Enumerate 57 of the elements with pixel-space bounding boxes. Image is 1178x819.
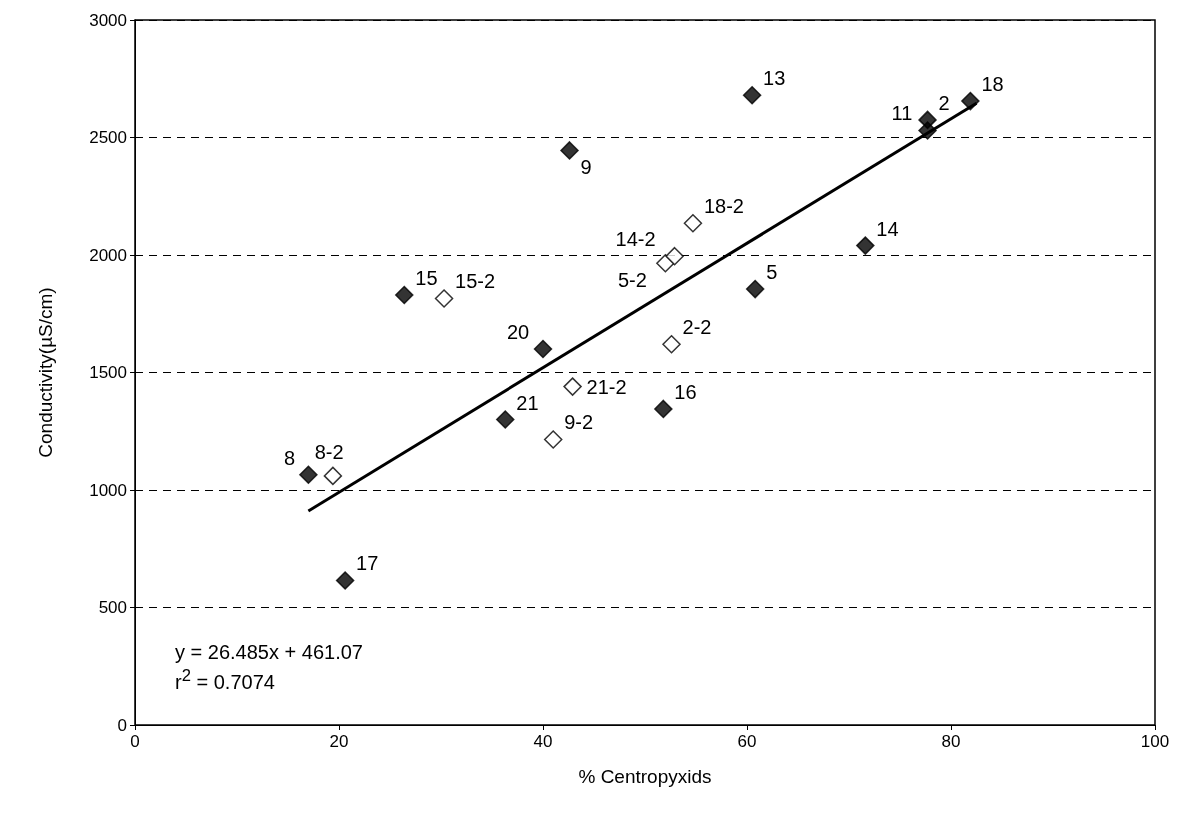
annotation: 8-2 [314,440,344,463]
y-tick-label: 0 [117,715,127,735]
annotation: 2 [938,91,950,114]
point [323,466,343,486]
annotation: 18-2 [703,195,744,218]
point [560,141,579,160]
y-tick-label: 2000 [89,245,127,265]
annotation: 14 [876,217,899,240]
annotation: r$^{2}$ = 0.7074 [175,665,276,694]
annotation: 15 [415,266,438,289]
annotation: 11 [891,102,913,125]
x-axis-title: % Centropyxids [578,766,712,787]
point [961,91,980,111]
point [299,465,318,484]
annotation: 9-2 [564,411,594,434]
point [856,236,875,255]
point [745,279,765,299]
annotation: 21 [516,391,539,414]
point [742,85,762,105]
point [683,214,703,233]
annotation: 5-2 [617,269,647,292]
annotation: 13 [763,67,786,90]
point [335,571,355,590]
annotation: 14-2 [615,228,656,251]
annotation: 20 [507,321,530,343]
x-tick-label: 100 [1140,732,1170,751]
point [662,335,681,354]
x-tick-label: 40 [533,732,553,751]
y-tick-label: 500 [98,598,127,617]
point [918,121,937,140]
annotation: 8 [283,446,296,469]
annotation: y = 26.485x + 461.07 [175,640,363,664]
x-tick-label: 80 [941,732,961,751]
x-tick-label: 0 [130,732,140,751]
y-tick-label: 3000 [89,10,127,30]
point [665,246,684,266]
point [496,410,515,429]
y-tick-label: 2500 [89,128,127,147]
annotation: 21-2 [586,375,627,398]
annotation: 18 [981,73,1004,96]
y-tick-label: 1500 [89,363,127,382]
annotation: 15-2 [455,270,496,293]
point [533,339,553,359]
point [434,289,454,308]
x-tick-label: 20 [329,732,349,751]
annotation: 17 [356,552,379,575]
annotation: 2-2 [682,316,712,339]
y-axis-title: Conductivity(µS/cm) [35,287,56,458]
point [654,399,673,419]
annotation: 16 [674,380,697,403]
annotation: 5 [766,261,778,284]
point [395,285,414,305]
point [543,430,563,449]
x-tick-label: 60 [737,732,757,751]
y-tick-label: 1000 [89,480,127,500]
point [563,377,582,396]
annotation: 9 [580,156,592,179]
